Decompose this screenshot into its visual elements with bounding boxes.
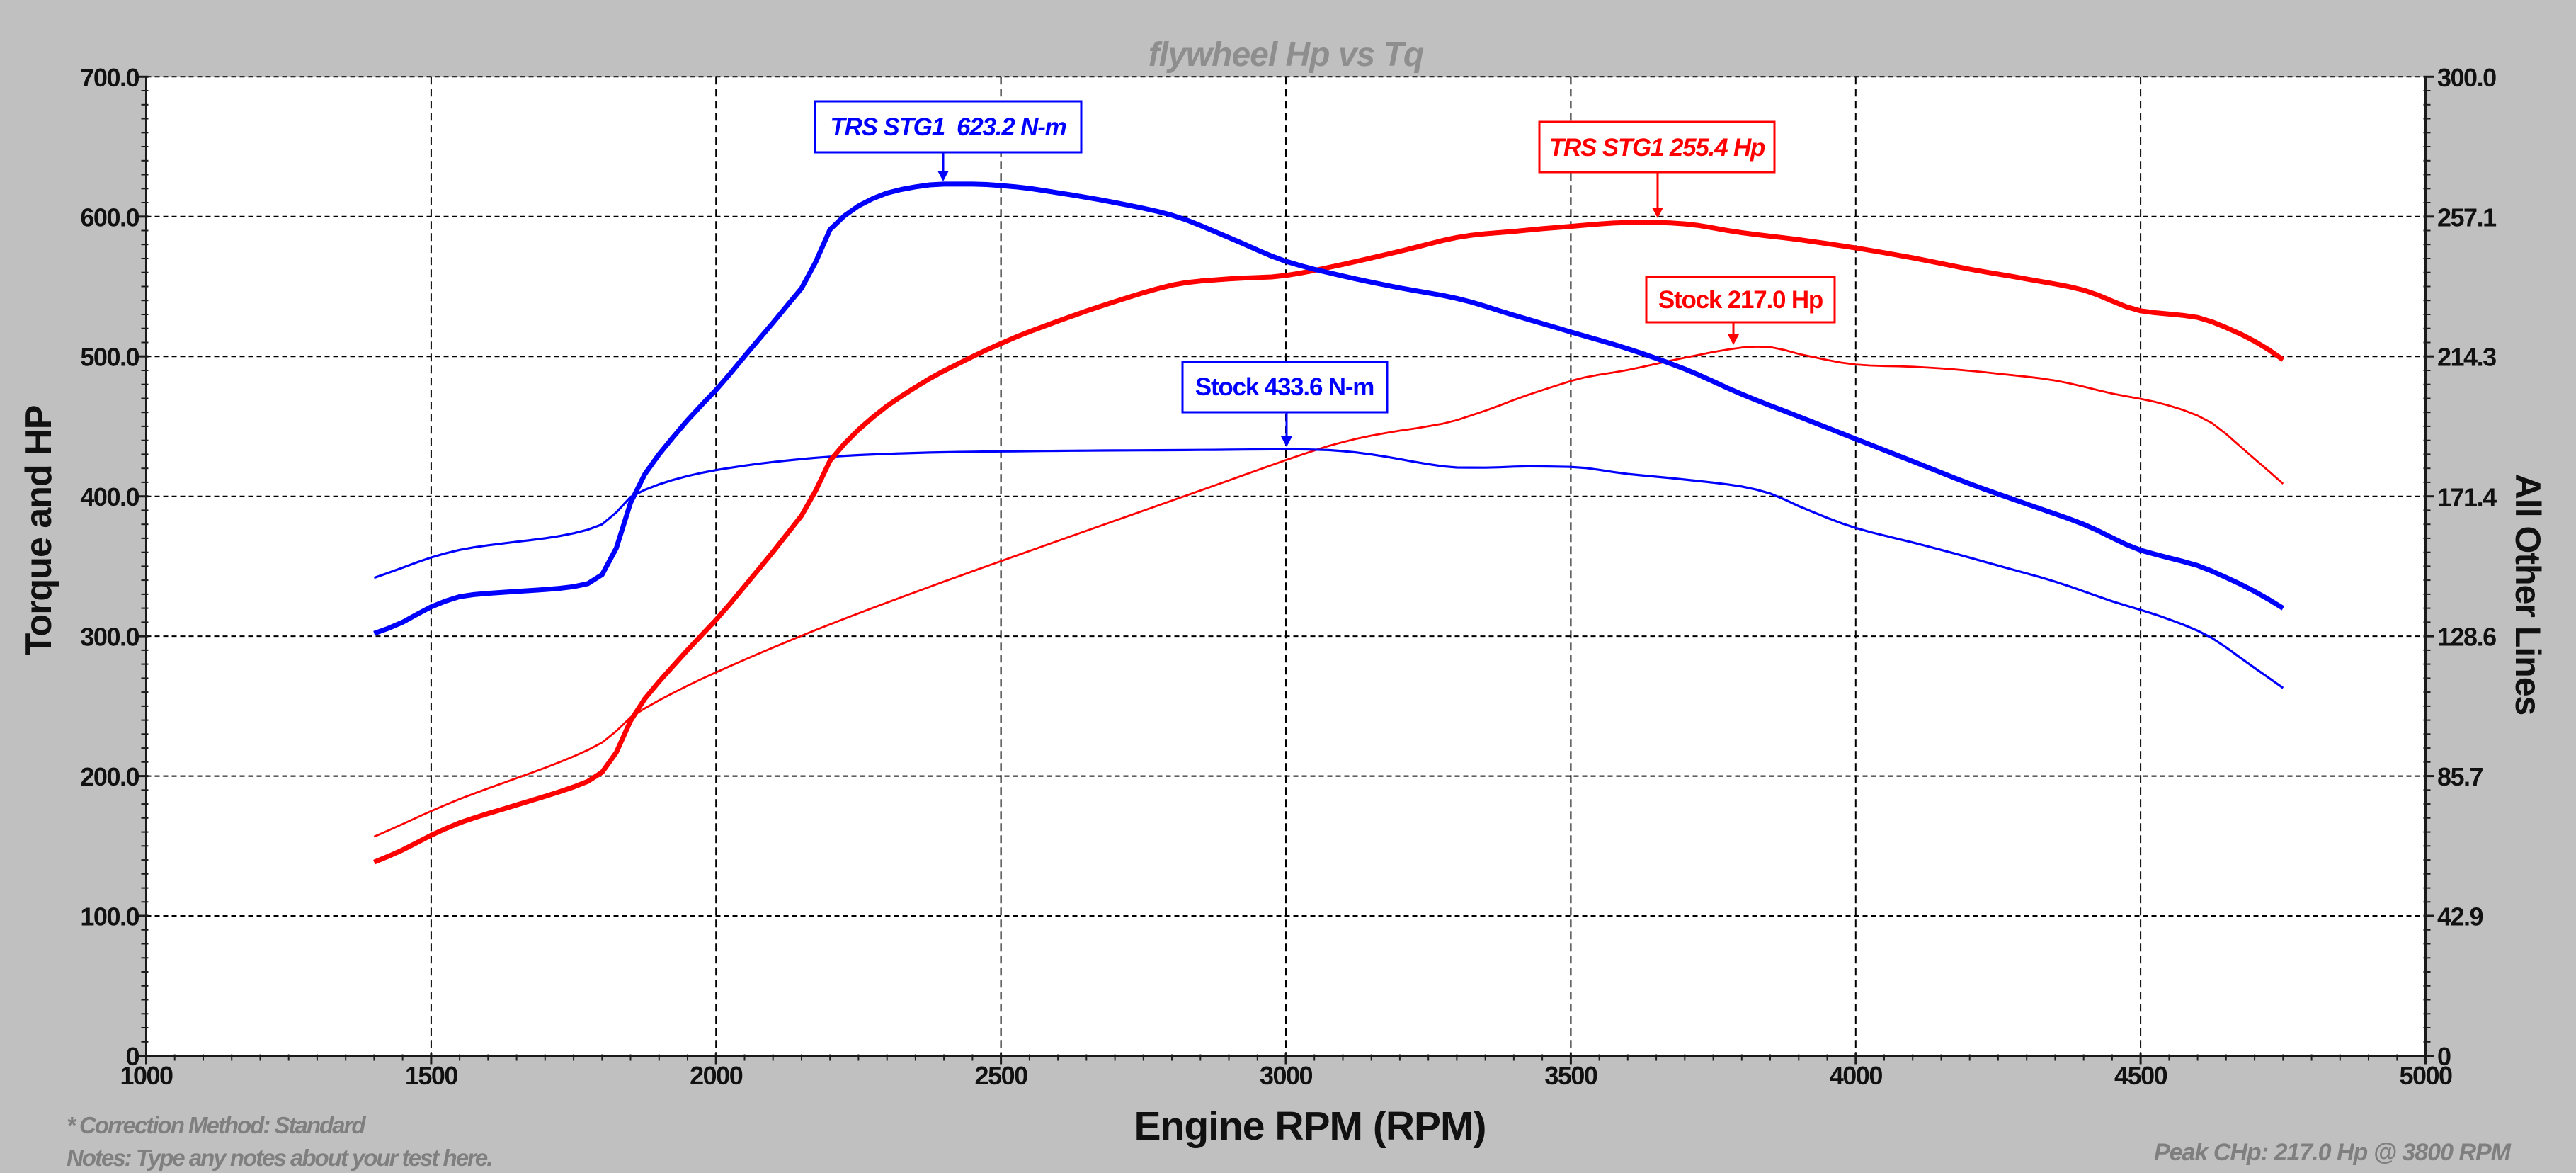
svg-text:* Correction Method: Standard: * Correction Method: Standard [67, 1112, 366, 1138]
svg-text:100.0: 100.0 [80, 902, 139, 931]
svg-text:Engine RPM (RPM): Engine RPM (RPM) [1134, 1104, 1486, 1149]
svg-text:128.6: 128.6 [2437, 623, 2496, 652]
svg-text:3000: 3000 [1260, 1061, 1313, 1090]
svg-text:All Other Lines: All Other Lines [2508, 474, 2548, 715]
svg-text:171.4: 171.4 [2437, 482, 2497, 511]
svg-text:Stock 433.6 N-m: Stock 433.6 N-m [1195, 373, 1374, 401]
svg-text:TRS STG1 623.2 N-m: TRS STG1 623.2 N-m [830, 113, 1066, 141]
svg-text:300.0: 300.0 [2437, 63, 2496, 92]
svg-text:Torque and HP: Torque and HP [18, 406, 59, 656]
svg-text:200.0: 200.0 [80, 762, 139, 791]
svg-text:257.1: 257.1 [2437, 203, 2497, 232]
svg-text:85.7: 85.7 [2437, 762, 2483, 791]
svg-text:400.0: 400.0 [80, 482, 139, 511]
svg-text:700.0: 700.0 [80, 63, 139, 92]
svg-text:3500: 3500 [1544, 1061, 1597, 1090]
svg-text:0: 0 [2437, 1042, 2451, 1071]
svg-text:42.9: 42.9 [2437, 902, 2483, 931]
svg-text:300.0: 300.0 [80, 623, 139, 652]
svg-text:TRS STG1 255.4 Hp: TRS STG1 255.4 Hp [1549, 134, 1765, 162]
svg-text:5000: 5000 [2399, 1061, 2452, 1090]
svg-text:4000: 4000 [1830, 1061, 1883, 1090]
svg-text:500.0: 500.0 [80, 343, 139, 372]
svg-text:4500: 4500 [2114, 1061, 2167, 1090]
svg-text:flywheel Hp vs Tq: flywheel Hp vs Tq [1149, 36, 1424, 74]
svg-text:1000: 1000 [120, 1061, 173, 1090]
svg-text:1500: 1500 [405, 1061, 458, 1090]
svg-text:Notes: Type any notes about yo: Notes: Type any notes about your test he… [67, 1145, 491, 1171]
svg-text:600.0: 600.0 [80, 203, 139, 232]
svg-text:2500: 2500 [975, 1061, 1028, 1090]
svg-text:Peak CHp: 217.0 Hp @ 3800 RPM: Peak CHp: 217.0 Hp @ 3800 RPM [2154, 1139, 2512, 1166]
svg-text:2000: 2000 [690, 1061, 743, 1090]
svg-text:214.3: 214.3 [2437, 343, 2496, 372]
svg-text:Stock 217.0 Hp: Stock 217.0 Hp [1658, 286, 1823, 314]
svg-text:0: 0 [125, 1042, 139, 1071]
